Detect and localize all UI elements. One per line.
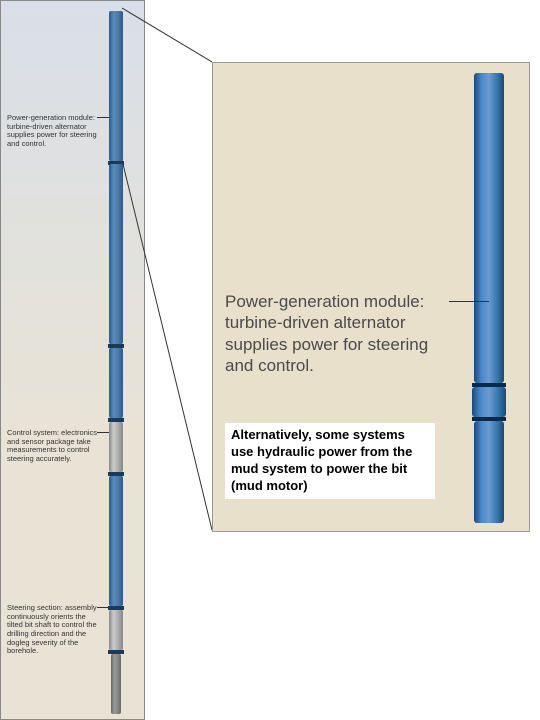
- label-control-system: Control system: electronics and sensor p…: [7, 429, 102, 464]
- label-power-generation: Power-generation module: turbine-driven …: [7, 114, 102, 149]
- label-leader-line: [97, 607, 109, 608]
- drill-tool-overview: [109, 6, 123, 706]
- label-leader-line: [97, 432, 109, 433]
- tool-segment-bit: [111, 654, 121, 714]
- detail-segment-coupling: [472, 387, 506, 417]
- tool-segment-6: [109, 610, 123, 650]
- detail-segment-upper: [474, 73, 504, 383]
- tool-segment-5: [109, 476, 123, 606]
- label-steering-section: Steering section: assembly continuously …: [7, 604, 102, 656]
- tool-segment-1: [109, 11, 123, 161]
- left-overview-panel: Power-generation module: turbine-driven …: [0, 0, 145, 720]
- label-leader-line: [97, 117, 109, 118]
- detail-main-label: Power-generation module: turbine-driven …: [225, 291, 455, 376]
- detail-segment-lower: [474, 421, 504, 523]
- tool-segment-2: [109, 164, 123, 344]
- tool-segment-3: [109, 348, 123, 418]
- drill-tool-detail: [474, 73, 504, 523]
- alternative-text-callout: Alternatively, some systems use hydrauli…: [225, 423, 435, 499]
- detail-leader-line: [449, 301, 489, 302]
- tool-segment-4: [109, 422, 123, 472]
